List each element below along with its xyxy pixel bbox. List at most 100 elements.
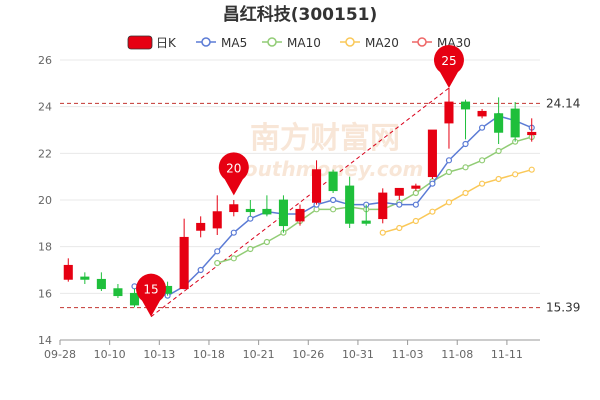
y-tick-label: 14 (38, 334, 52, 347)
legend-label: MA20 (365, 36, 399, 50)
ma10-point (445, 168, 453, 176)
ma10-point (495, 147, 502, 155)
ma20-point (478, 180, 486, 187)
legend-label: MA5 (221, 36, 247, 50)
x-tick-label: 11-08 (441, 348, 473, 361)
price-pin-label: 20 (226, 161, 241, 175)
ma20-point (429, 208, 436, 215)
candle-body (80, 276, 90, 280)
candle-body (361, 220, 371, 224)
legend-dot-icon (345, 37, 355, 47)
candle-body (411, 185, 421, 189)
ma10-point (214, 259, 221, 267)
ma20-point (412, 217, 419, 225)
price-pin-label: 15 (143, 283, 158, 297)
plot-area: 14 16 18 20 22 24 26 09-28 10-10 10-13 10-18 10-21 1… (38, 45, 580, 361)
x-tick-label: 10-13 (143, 348, 175, 361)
price-pin-marker (136, 273, 167, 317)
candle-body (427, 129, 437, 178)
candle-body (328, 171, 338, 192)
ma5-point (214, 248, 221, 255)
watermark-sub: southmoney.com (232, 157, 423, 181)
ma20-point (396, 224, 403, 232)
ma20-line (382, 168, 532, 234)
y-tick-label: 22 (38, 147, 52, 160)
candle-body (129, 292, 140, 306)
candle-body (527, 131, 537, 136)
x-tick-label: 10-10 (94, 348, 126, 361)
ma5-point (396, 201, 403, 208)
ma20-point (495, 175, 502, 183)
x-tick-label: 11-11 (491, 348, 523, 361)
ma5-point (462, 140, 469, 148)
x-tick-label: 11-03 (392, 348, 424, 361)
candle-body (196, 222, 206, 231)
ma5-point (445, 157, 453, 164)
ma5-point (412, 201, 419, 208)
x-tick-label: 10-21 (243, 348, 275, 361)
ma5-point (478, 124, 486, 131)
ma10-point (330, 206, 337, 213)
ma5-point (230, 229, 237, 236)
x-tick-label: 09-28 (44, 348, 76, 361)
watermark: 南方财富网 southmoney.com (232, 121, 423, 181)
ma5-point (429, 180, 436, 187)
candle-body (494, 113, 504, 133)
legend: 日K MA5 MA10 MA20 MA30 (127, 35, 471, 50)
x-tick-label: 10-31 (342, 348, 374, 361)
ma20-point (445, 199, 453, 206)
ma5-point (330, 196, 337, 204)
ma20-point (512, 171, 519, 178)
ma10-point (230, 255, 237, 262)
candle-body (295, 208, 305, 222)
ma20-point (462, 189, 469, 197)
price-pin-label: 25 (441, 54, 456, 68)
y-tick-label: 20 (38, 194, 52, 207)
candle-body (477, 110, 487, 117)
ma5-point (197, 266, 204, 274)
legend-label: MA10 (287, 36, 321, 50)
candle-body (212, 211, 222, 229)
legend-dot-icon (201, 37, 211, 47)
price-pin-marker (218, 152, 249, 196)
legend-label: 日K (156, 36, 177, 50)
candle-body (113, 288, 123, 297)
y-tick-label: 26 (38, 54, 52, 67)
ma10-point (412, 189, 419, 197)
candle-body (394, 187, 404, 196)
ma10-point (247, 245, 254, 253)
candle-body (229, 204, 239, 213)
ma10-point (263, 238, 270, 246)
candle-body (96, 278, 106, 290)
candle-body (262, 208, 272, 215)
candle-body (63, 264, 73, 280)
y-tick-label: 24 (38, 101, 52, 114)
ma10-point (462, 164, 469, 171)
price-pin-marker (433, 45, 464, 88)
candle-body (245, 208, 255, 213)
candle-body (460, 101, 471, 110)
y-tick-label: 16 (38, 287, 52, 300)
candle-body (345, 185, 355, 224)
candle-body (312, 169, 322, 203)
ma20-point (379, 229, 386, 236)
candle-body (179, 236, 189, 290)
chart-title: 昌红科技(300151) (223, 4, 378, 25)
x-tick-label: 10-18 (193, 348, 225, 361)
ma20-point (528, 166, 535, 173)
legend-dot-icon (267, 37, 277, 47)
watermark-text: 南方财富网 (250, 121, 400, 156)
reference-line-label: 15.39 (546, 301, 580, 315)
candle-body (278, 199, 288, 227)
y-tick-label: 18 (38, 241, 52, 254)
candle-body (444, 101, 454, 124)
reference-line-label: 24.14 (546, 96, 580, 110)
x-tick-label: 10-26 (292, 348, 324, 361)
candle-body (510, 108, 520, 138)
ma5-point (247, 215, 254, 222)
legend-dot-icon (417, 37, 427, 47)
ma10-point (478, 157, 486, 164)
legend-candle-icon (127, 35, 153, 50)
